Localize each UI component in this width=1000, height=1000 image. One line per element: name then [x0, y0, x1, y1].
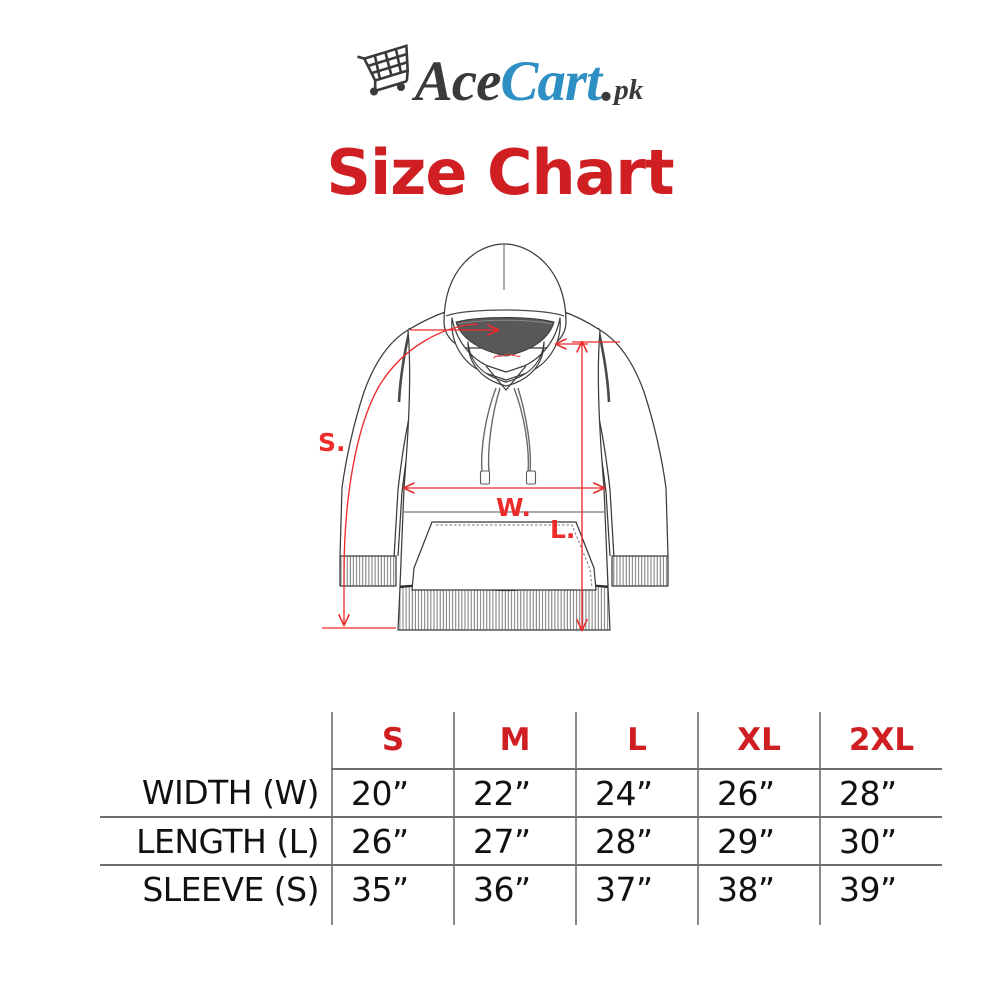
- shopping-cart-icon: [356, 42, 421, 105]
- size-header-s: S: [331, 712, 454, 770]
- width-label: W.: [496, 493, 531, 522]
- row-label-width: WIDTH (W): [100, 769, 332, 818]
- width-l: 24”: [575, 769, 698, 818]
- length-label: L.: [550, 515, 575, 544]
- table-row-length: LENGTH (L) 26” 27” 28” 29” 30”: [100, 817, 942, 866]
- page-title: Size Chart: [326, 136, 674, 209]
- brand-tld: pk: [614, 73, 644, 106]
- size-header-m: M: [453, 712, 576, 770]
- sleeve-label: S.: [318, 428, 346, 457]
- sleeve-xl: 38”: [697, 865, 820, 913]
- row-label-length: LENGTH (L): [100, 817, 332, 866]
- length-l: 28”: [575, 817, 698, 866]
- width-m: 22”: [453, 769, 576, 818]
- table-footer-rules: [100, 913, 942, 925]
- neck-brand-label: [493, 353, 521, 359]
- width-2xl: 28”: [819, 769, 942, 818]
- hoodie-body-outline: [339, 243, 669, 631]
- header-corner-blank: [100, 712, 332, 769]
- brand-name-ace: Ace: [414, 49, 502, 113]
- sleeve-2xl: 39”: [819, 865, 942, 913]
- sleeve-m: 36”: [453, 865, 576, 913]
- size-chart-table: S M L XL 2XL WIDTH (W) 20” 22” 24” 26” 2…: [100, 712, 942, 925]
- footer-tick-l: [575, 913, 698, 925]
- row-label-sleeve: SLEEVE (S): [142, 870, 319, 909]
- footer-tick-2xl: [819, 913, 942, 925]
- length-xl: 29”: [697, 817, 820, 866]
- length-2xl: 30”: [819, 817, 942, 866]
- brand-logo: Ace Cart . pk: [0, 43, 1000, 116]
- footer-tick-xl: [697, 913, 820, 925]
- length-m: 27”: [453, 817, 576, 866]
- hoodie-illustration: S. W. L.: [300, 238, 720, 698]
- sleeve-s: 35”: [331, 865, 454, 913]
- table-row-sleeve: SLEEVE (S) 35” 36” 37” 38” 39”: [100, 865, 942, 913]
- length-s: 26”: [331, 817, 454, 866]
- brand-dot: .: [600, 49, 615, 113]
- size-header-2xl: 2XL: [819, 712, 942, 770]
- table-row-width: WIDTH (W) 20” 22” 24” 26” 28”: [100, 769, 942, 818]
- width-xl: 26”: [697, 769, 820, 818]
- sleeve-measure-line: [344, 323, 479, 625]
- footer-tick-m: [453, 913, 576, 925]
- table-header-row: S M L XL 2XL: [100, 712, 942, 770]
- sleeve-l: 37”: [575, 865, 698, 913]
- brand-name-cart: Cart: [500, 49, 602, 113]
- measurement-label-group: S. W. L.: [318, 428, 575, 544]
- measurement-annotations: [322, 323, 620, 630]
- size-header-l: L: [575, 712, 698, 770]
- size-header-xl: XL: [697, 712, 820, 770]
- footer-tick-s: [331, 913, 454, 925]
- width-s: 20”: [331, 769, 454, 818]
- footer-blank: [100, 913, 332, 925]
